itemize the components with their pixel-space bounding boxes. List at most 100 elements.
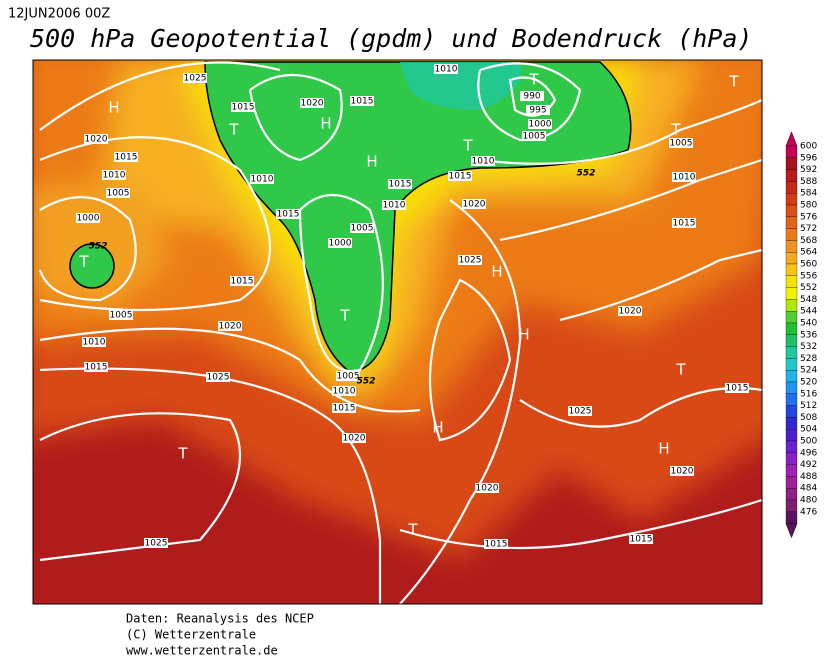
colorbar-label: 480 — [800, 496, 817, 506]
colorbar-swatch — [785, 287, 798, 300]
isobar-label-bg — [144, 538, 168, 548]
isobar-label-bg — [388, 179, 412, 189]
isobar-label: 1015 — [232, 103, 255, 113]
colorbar-label: 544 — [800, 307, 817, 317]
colorbar-swatch — [785, 311, 798, 324]
colorbar-swatch — [785, 169, 798, 182]
isobar-label-bg — [350, 96, 374, 106]
isobar-label: 1025 — [459, 256, 482, 266]
pressure-center: T — [339, 307, 350, 325]
isobar-label: 1015 — [277, 210, 300, 220]
colorbar-swatch — [785, 263, 798, 276]
isobar-label: 1015 — [449, 172, 472, 182]
isobar-label-bg — [332, 386, 356, 396]
pressure-center: T — [462, 137, 473, 155]
colorbar-swatch — [785, 381, 798, 394]
isobar-label-bg — [471, 156, 495, 166]
isobar-label-bg — [332, 403, 356, 413]
isobar-label-bg — [462, 199, 486, 209]
isobar-label-bg — [448, 171, 472, 181]
isobar-label-bg — [231, 102, 255, 112]
isobar-label: 1010 — [383, 201, 406, 211]
isobar-label: 1015 — [115, 153, 138, 163]
isobar-label-bg — [629, 534, 653, 544]
colorbar-label: 564 — [800, 248, 817, 258]
colorbar-label: 484 — [800, 484, 817, 494]
isobar-label-bg — [520, 91, 544, 101]
colorbar-top — [785, 131, 798, 147]
pressure-center: H — [491, 263, 502, 281]
isobar-label-bg — [725, 383, 749, 393]
pressure-center: T — [228, 121, 239, 139]
colorbar-label: 540 — [800, 319, 817, 329]
isobar-label: 1010 — [83, 338, 106, 348]
pressure-center: T — [528, 71, 539, 89]
colorbar-swatch — [785, 240, 798, 253]
colorbar-label: 556 — [800, 271, 817, 281]
colorbar-swatch — [785, 370, 798, 383]
isobar-label: 1005 — [110, 311, 133, 321]
isobar-label: 1005 — [351, 224, 374, 234]
colorbar-label: 572 — [800, 224, 817, 234]
isobar-label: 1015 — [85, 363, 108, 373]
colorbar-label: 596 — [800, 153, 817, 163]
pressure-center: H — [432, 419, 443, 437]
colorbar-label: 500 — [800, 437, 817, 447]
isobar-label: 1020 — [671, 467, 694, 477]
isobar-label-bg — [522, 131, 546, 141]
isobar-label: 1020 — [463, 200, 486, 210]
colorbar-label: 584 — [800, 189, 817, 199]
colorbar-label: 580 — [800, 201, 817, 211]
colorbar-label: 488 — [800, 472, 817, 482]
colorbar-label: 560 — [800, 260, 817, 270]
colorbar-swatch — [785, 216, 798, 229]
colorbar-label: 508 — [800, 413, 817, 423]
colorbar-label: 512 — [800, 401, 817, 411]
isobar-label: 1025 — [184, 74, 207, 84]
colorbar-swatch — [785, 252, 798, 265]
pressure-center: T — [728, 73, 739, 91]
colorbar-swatch — [785, 181, 798, 194]
isobar-label-bg — [76, 213, 100, 223]
footer-line: (C) Wetterzentrale — [126, 628, 256, 642]
colorbar-swatch — [785, 499, 798, 512]
colorbar-swatch — [785, 405, 798, 418]
colorbar-swatch — [785, 488, 798, 501]
isobar-label: 1010 — [435, 65, 458, 75]
isobar-label: 1000 — [529, 120, 552, 130]
isobar-label: 1000 — [329, 239, 352, 249]
colorbar-label: 476 — [800, 507, 817, 517]
isobar-label: 1020 — [85, 135, 108, 145]
colorbar-label: 504 — [800, 425, 817, 435]
isobar-label: 1025 — [145, 539, 168, 549]
colorbar-swatch — [785, 358, 798, 371]
isobar-label: 1020 — [619, 307, 642, 317]
map-area — [33, 60, 762, 604]
height-label: 552 — [577, 169, 596, 179]
colorbar-swatch — [785, 511, 798, 524]
isobar-label-bg — [106, 188, 130, 198]
pressure-center: H — [658, 440, 669, 458]
colorbar-label: 548 — [800, 295, 817, 305]
colorbar-label: 492 — [800, 460, 817, 470]
isobar-label-bg — [458, 255, 482, 265]
pressure-center: H — [366, 153, 377, 171]
colorbar-swatch — [785, 429, 798, 442]
isobar-label-bg — [672, 218, 696, 228]
isobar-label: 1010 — [333, 387, 356, 397]
isobar-label: 1010 — [673, 173, 696, 183]
colorbar-swatch — [785, 228, 798, 241]
pressure-center: H — [320, 115, 331, 133]
isobar-label: 1025 — [207, 373, 230, 383]
colorbar-swatch — [785, 452, 798, 465]
isobar-label: 1005 — [523, 132, 546, 142]
isobar-label-bg — [350, 223, 374, 233]
isobar-label-bg — [568, 406, 592, 416]
colorbar-swatch — [785, 322, 798, 335]
isobar-label-bg — [328, 238, 352, 248]
isobar-label: 1015 — [231, 277, 254, 287]
isobar-label-bg — [434, 64, 458, 74]
colorbar-label: 536 — [800, 330, 817, 340]
colorbar-label: 496 — [800, 448, 817, 458]
isobar-label: 1025 — [569, 407, 592, 417]
